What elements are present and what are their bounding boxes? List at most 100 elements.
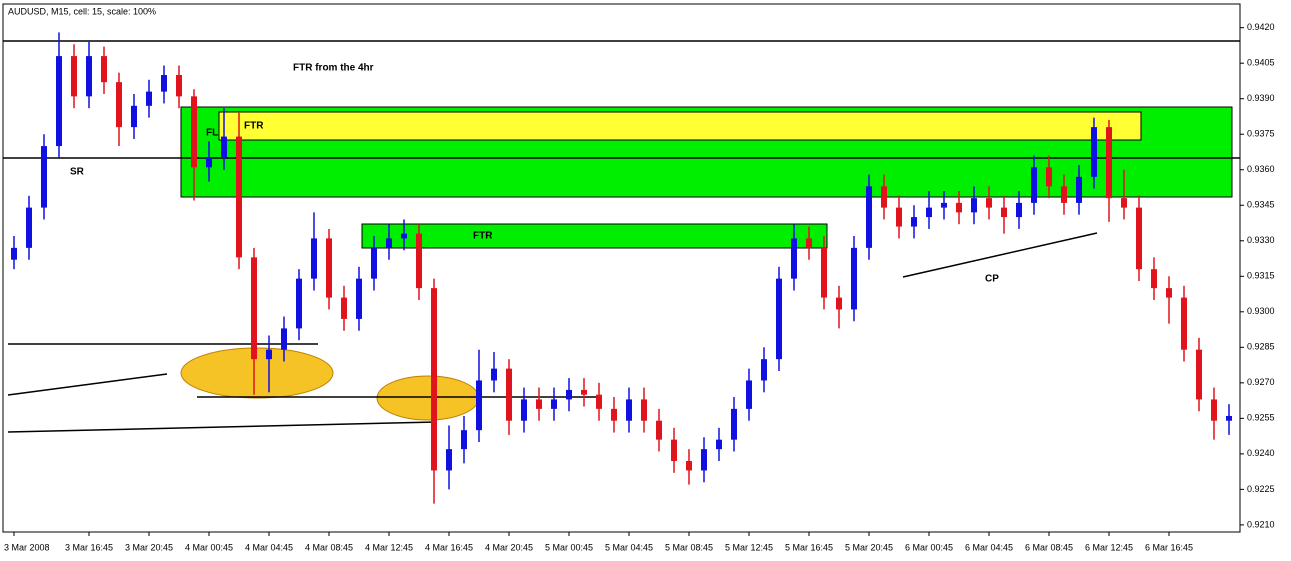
y-tick-label: 0.9330: [1247, 235, 1275, 245]
candle-body: [761, 359, 767, 381]
candle-body: [1061, 186, 1067, 203]
x-tick-label: 6 Mar 12:45: [1085, 542, 1133, 552]
y-tick-label: 0.9225: [1247, 484, 1275, 494]
candle-body: [731, 408, 737, 440]
trend-line: [902, 232, 1098, 278]
candle-body: [791, 238, 797, 279]
zone: [218, 111, 1142, 141]
y-tick-label: 0.9375: [1247, 129, 1275, 139]
candle-body: [311, 238, 317, 279]
candle-body: [746, 380, 752, 409]
x-tick-label: 3 Mar 20:45: [125, 542, 173, 552]
candle-body: [911, 217, 917, 227]
candle-body: [131, 105, 137, 128]
candle-body: [896, 207, 902, 227]
x-tick-label: 4 Mar 16:45: [425, 542, 473, 552]
candle-body: [491, 368, 497, 381]
annotation: FTR: [244, 121, 264, 132]
y-tick-label: 0.9315: [1247, 271, 1275, 281]
annotation: FTR from the 4hr: [293, 63, 374, 74]
candle-body: [1121, 198, 1127, 208]
candle-body: [1211, 399, 1217, 421]
candle-body: [671, 439, 677, 461]
x-tick-label: 5 Mar 08:45: [665, 542, 713, 552]
y-tick-label: 0.9345: [1247, 200, 1275, 210]
candle-body: [401, 233, 407, 239]
candle-body: [881, 186, 887, 208]
candle-body: [431, 288, 437, 471]
x-tick-label: 5 Mar 12:45: [725, 542, 773, 552]
candle-body: [506, 368, 512, 421]
candle-body: [1136, 207, 1142, 270]
candle-body: [266, 349, 272, 360]
trend-line: [7, 373, 168, 396]
candle-body: [836, 297, 842, 310]
y-tick-label: 0.9300: [1247, 306, 1275, 316]
candle-body: [116, 82, 122, 128]
candle-body: [41, 146, 47, 208]
candle-body: [326, 238, 332, 298]
x-tick-label: 4 Mar 00:45: [185, 542, 233, 552]
candle-body: [1226, 415, 1232, 421]
candle-body: [866, 186, 872, 248]
candle-body: [1031, 167, 1037, 203]
candle-body: [11, 247, 17, 260]
y-tick-label: 0.9255: [1247, 413, 1275, 423]
candle-body: [821, 247, 827, 298]
candle-body: [551, 399, 557, 409]
candle-body: [386, 238, 392, 248]
drawings: [3, 40, 1240, 433]
annotation: FTR: [473, 231, 493, 242]
candle-body: [281, 328, 287, 350]
candle-body: [416, 233, 422, 289]
x-tick-label: 4 Mar 12:45: [365, 542, 413, 552]
zone: [361, 223, 828, 249]
candle-body: [1076, 176, 1082, 203]
candle-body: [521, 399, 527, 421]
candle-body: [146, 91, 152, 106]
trend-line: [7, 421, 438, 433]
candle-body: [251, 257, 257, 360]
candle-body: [371, 247, 377, 279]
x-tick-label: 3 Mar 2008: [4, 542, 50, 552]
x-tick-label: 4 Mar 08:45: [305, 542, 353, 552]
candle-body: [206, 157, 212, 168]
candle-body: [596, 394, 602, 409]
y-tick-label: 0.9420: [1247, 22, 1275, 32]
candle-body: [641, 399, 647, 421]
chart-title: AUDUSD, M15, cell: 15, scale: 100%: [8, 6, 156, 16]
x-tick-label: 4 Mar 04:45: [245, 542, 293, 552]
annotation: SR: [70, 167, 85, 178]
candle-body: [1151, 269, 1157, 289]
candle-body: [446, 449, 452, 471]
candle-body: [71, 56, 77, 97]
candle-body: [686, 460, 692, 471]
y-tick-label: 0.9360: [1247, 164, 1275, 174]
y-tick-label: 0.9285: [1247, 342, 1275, 352]
x-tick-label: 4 Mar 20:45: [485, 542, 533, 552]
candle-body: [581, 389, 587, 395]
annotation: CP: [985, 274, 999, 285]
candle-body: [941, 202, 947, 208]
x-tick-label: 5 Mar 20:45: [845, 542, 893, 552]
ellipse: [376, 375, 480, 421]
candle-body: [701, 449, 707, 471]
candle-body: [461, 430, 467, 450]
candle-body: [776, 278, 782, 360]
x-tick-label: 6 Mar 16:45: [1145, 542, 1193, 552]
candle-body: [221, 136, 227, 158]
y-tick-label: 0.9390: [1247, 93, 1275, 103]
x-tick-label: 6 Mar 08:45: [1025, 542, 1073, 552]
candle-body: [176, 75, 182, 97]
x-tick-label: 5 Mar 00:45: [545, 542, 593, 552]
candle-body: [191, 96, 197, 168]
candle-body: [626, 399, 632, 421]
candle-body: [1166, 288, 1172, 298]
candle-body: [1001, 207, 1007, 218]
candle-body: [956, 202, 962, 213]
candle-body: [971, 198, 977, 213]
x-tick-label: 5 Mar 04:45: [605, 542, 653, 552]
candle-body: [1196, 349, 1202, 400]
y-tick-label: 0.9240: [1247, 448, 1275, 458]
candle-body: [656, 420, 662, 440]
